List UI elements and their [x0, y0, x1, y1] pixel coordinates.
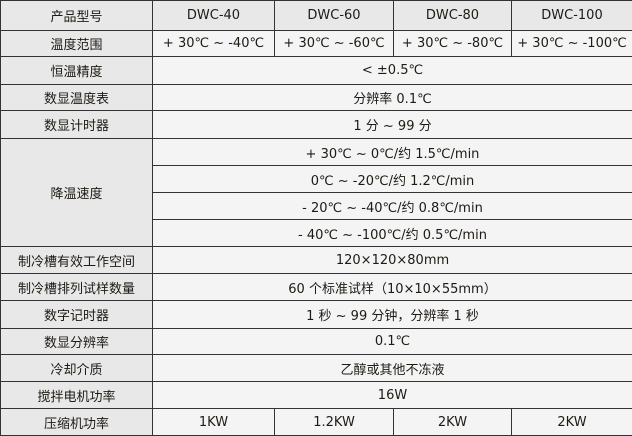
model-header: DWC-40: [152, 0, 275, 31]
table-row: 制冷槽排列试样数量 60 个标准试样（10×10×55mm）: [0, 273, 632, 301]
row-label: 数显计时器: [0, 110, 153, 139]
table-row: 数字记时器 1 秒 ~ 99 分钟，分辨率 1 秒: [0, 300, 632, 329]
model-header: DWC-80: [393, 0, 512, 31]
cell: 1 秒 ~ 99 分钟，分辨率 1 秒: [152, 300, 632, 329]
cell: - 40℃ ~ -100℃/约 0.5℃/min: [152, 219, 632, 247]
cell: - 20℃ ~ -40℃/约 0.8℃/min: [152, 192, 632, 220]
cell: 2KW: [393, 408, 512, 436]
row-label: 降温速度: [0, 138, 153, 247]
table-row: 数显计时器 1 分 ~ 99 分: [0, 110, 632, 139]
table-row: 压缩机功率 1KW 1.2KW 2KW 2KW: [0, 408, 632, 436]
cell: 1 分 ~ 99 分: [152, 110, 632, 139]
cell: < ±0.5℃: [152, 56, 632, 85]
cell: 60 个标准试样（10×10×55mm）: [152, 273, 632, 301]
cell: 2KW: [511, 408, 632, 436]
table-row: 0℃ ~ -20℃/约 1.2℃/min: [1, 165, 632, 193]
table-row: 制冷槽有效工作空间 120×120×80mm: [0, 246, 632, 274]
row-label: 搅拌电机功率: [0, 381, 153, 409]
cell: 分辨率 0.1℃: [152, 84, 632, 111]
header-label: 产品型号: [0, 0, 153, 31]
table-row: 降温速度 + 30℃ ~ 0℃/约 1.5℃/min: [0, 138, 632, 247]
table-row: 搅拌电机功率 16W: [0, 381, 632, 409]
row-label: 冷却介质: [0, 354, 153, 382]
table-row: 数显分辨率 0.1℃: [0, 328, 632, 355]
model-header: DWC-100: [511, 0, 632, 31]
cell: 16W: [152, 381, 632, 409]
table-row: 温度范围 + 30℃ ~ -40℃ + 30℃ ~ -60℃ + 30℃ ~ -…: [0, 30, 632, 57]
cell: + 30℃ ~ -100℃: [511, 30, 632, 57]
row-label: 温度范围: [0, 30, 153, 57]
cell: 120×120×80mm: [152, 246, 632, 274]
cell: + 30℃ ~ 0℃/约 1.5℃/min: [152, 138, 632, 166]
cell: + 30℃ ~ -40℃: [152, 30, 275, 57]
cell: + 30℃ ~ -80℃: [393, 30, 512, 57]
row-label: 制冷槽排列试样数量: [0, 273, 153, 301]
table-row: 恒温精度 < ±0.5℃: [0, 56, 632, 85]
table-row: 数显温度表 分辨率 0.1℃: [0, 84, 632, 111]
cell: 乙醇或其他不冻液: [152, 354, 632, 382]
cell: 1.2KW: [274, 408, 394, 436]
model-header: DWC-60: [274, 0, 394, 31]
cell: 1KW: [152, 408, 275, 436]
row-label: 恒温精度: [0, 56, 153, 85]
row-label: 数显温度表: [0, 84, 153, 111]
row-label: 数字记时器: [0, 300, 153, 329]
table-row: 冷却介质 乙醇或其他不冻液: [0, 354, 632, 382]
row-label: 压缩机功率: [0, 408, 153, 436]
cell: + 30℃ ~ -60℃: [274, 30, 394, 57]
row-label: 数显分辨率: [0, 328, 153, 355]
row-label: 制冷槽有效工作空间: [0, 246, 153, 274]
table-row-header: 产品型号 DWC-40 DWC-60 DWC-80 DWC-100: [0, 0, 632, 31]
cell: 0℃ ~ -20℃/约 1.2℃/min: [152, 165, 632, 193]
cell: 0.1℃: [152, 328, 632, 355]
